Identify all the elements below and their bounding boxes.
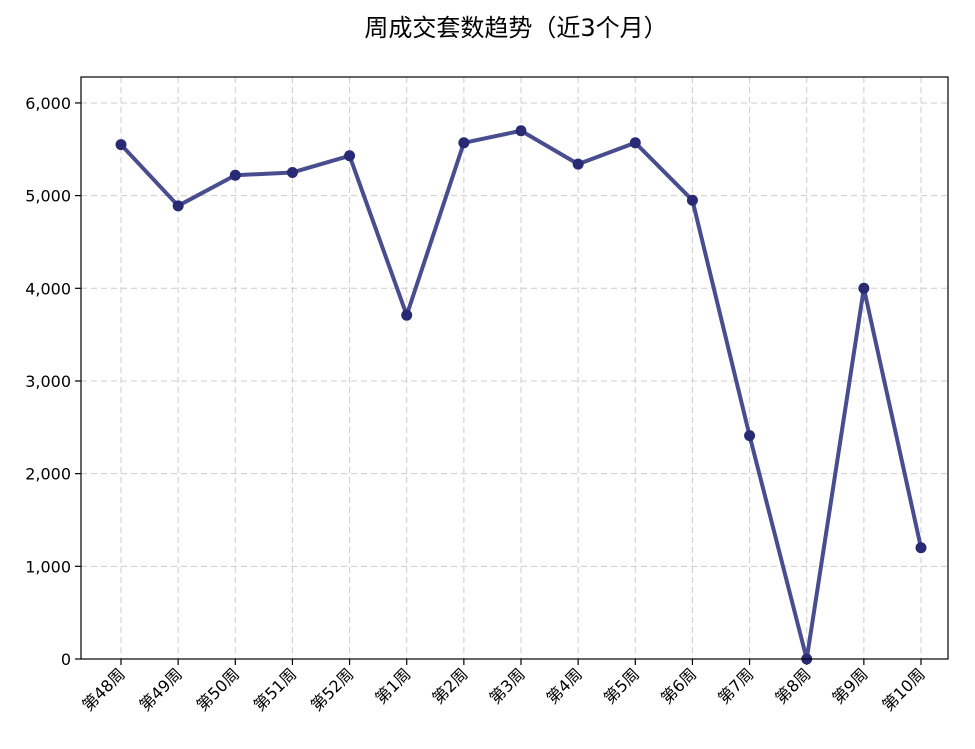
x-tick-label: 第49周 — [136, 664, 186, 714]
x-tick-label: 第4周 — [543, 664, 586, 707]
data-point — [344, 150, 356, 162]
y-tick-label: 5,000 — [25, 187, 71, 206]
y-tick-label: 3,000 — [25, 372, 71, 391]
x-tick-label: 第1周 — [371, 664, 414, 707]
data-point — [172, 200, 184, 212]
data-point — [915, 542, 927, 554]
y-tick-label: 6,000 — [25, 94, 71, 113]
x-tick-label: 第10周 — [878, 664, 928, 714]
x-tick-label: 第9周 — [828, 664, 871, 707]
y-tick-label: 4,000 — [25, 279, 71, 298]
x-tick-label: 第52周 — [307, 664, 357, 714]
data-point — [572, 158, 584, 170]
x-tick-label: 第8周 — [771, 664, 814, 707]
data-point — [229, 169, 241, 181]
x-tick-label: 第5周 — [600, 664, 643, 707]
chart-title: 周成交套数趋势（近3个月） — [364, 14, 667, 42]
series — [115, 125, 927, 665]
plot-frame — [80, 76, 949, 660]
x-tick-label: 第2周 — [428, 664, 471, 707]
grid — [81, 77, 948, 659]
x-axis: 第48周 第49周 第50周 第51周 第52周 第1周 第2周 第3周 第4周 第5周 第6周 第7… — [78, 659, 929, 715]
x-tick-label: 第51周 — [250, 664, 300, 714]
y-tick-label: 0 — [61, 650, 71, 669]
data-point — [515, 125, 527, 137]
y-axis: 0 1,000 2,000 3,000 4,000 5,000 6,000 — [25, 94, 81, 669]
y-tick-label: 1,000 — [25, 557, 71, 576]
data-point — [858, 282, 870, 294]
data-point — [115, 139, 127, 151]
data-point — [401, 309, 413, 321]
x-tick-label: 第7周 — [714, 664, 757, 707]
x-tick-label: 第6周 — [657, 664, 700, 707]
y-tick-label: 2,000 — [25, 465, 71, 484]
data-point — [744, 430, 756, 442]
data-point — [286, 166, 298, 178]
data-point — [629, 137, 641, 149]
x-tick-label: 第48周 — [78, 664, 128, 714]
data-point — [686, 194, 698, 206]
x-tick-label: 第50周 — [193, 664, 243, 714]
data-point — [458, 137, 470, 149]
x-tick-label: 第3周 — [486, 664, 529, 707]
